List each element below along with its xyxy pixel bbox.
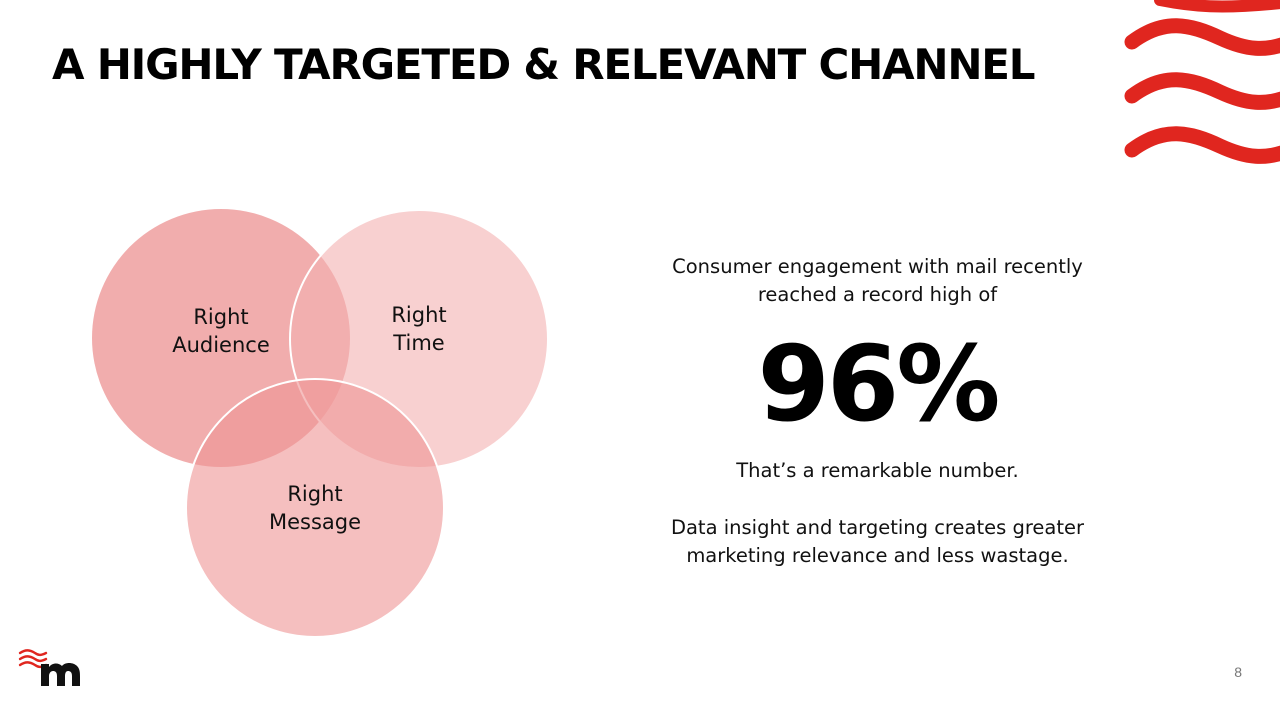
stat-suffix: . [985,393,991,415]
stat-value: 96% [757,323,1001,445]
m-logo-icon [18,649,80,686]
slide-title: A HIGHLY TARGETED & RELEVANT CHANNEL [52,40,1036,89]
red-waves-icon [1124,0,1280,164]
stat-block: 96% . [640,329,1115,439]
venn-label-time: Right Time [391,303,447,355]
venn-diagram: Right Audience Right Time Right Message [80,195,560,655]
intro-text: Consumer engagement with mail recently r… [672,255,1083,306]
info-panel: Consumer engagement with mail recently r… [640,253,1115,570]
conclusion-text: Data insight and targeting creates great… [670,516,1085,567]
venn-circle-message [185,378,445,638]
venn-label-audience: Right Audience [172,305,270,357]
venn-label-message: Right Message [268,482,362,534]
page-number: 8 [1234,664,1242,680]
remark-text: That’s a remarkable number. [736,459,1019,482]
